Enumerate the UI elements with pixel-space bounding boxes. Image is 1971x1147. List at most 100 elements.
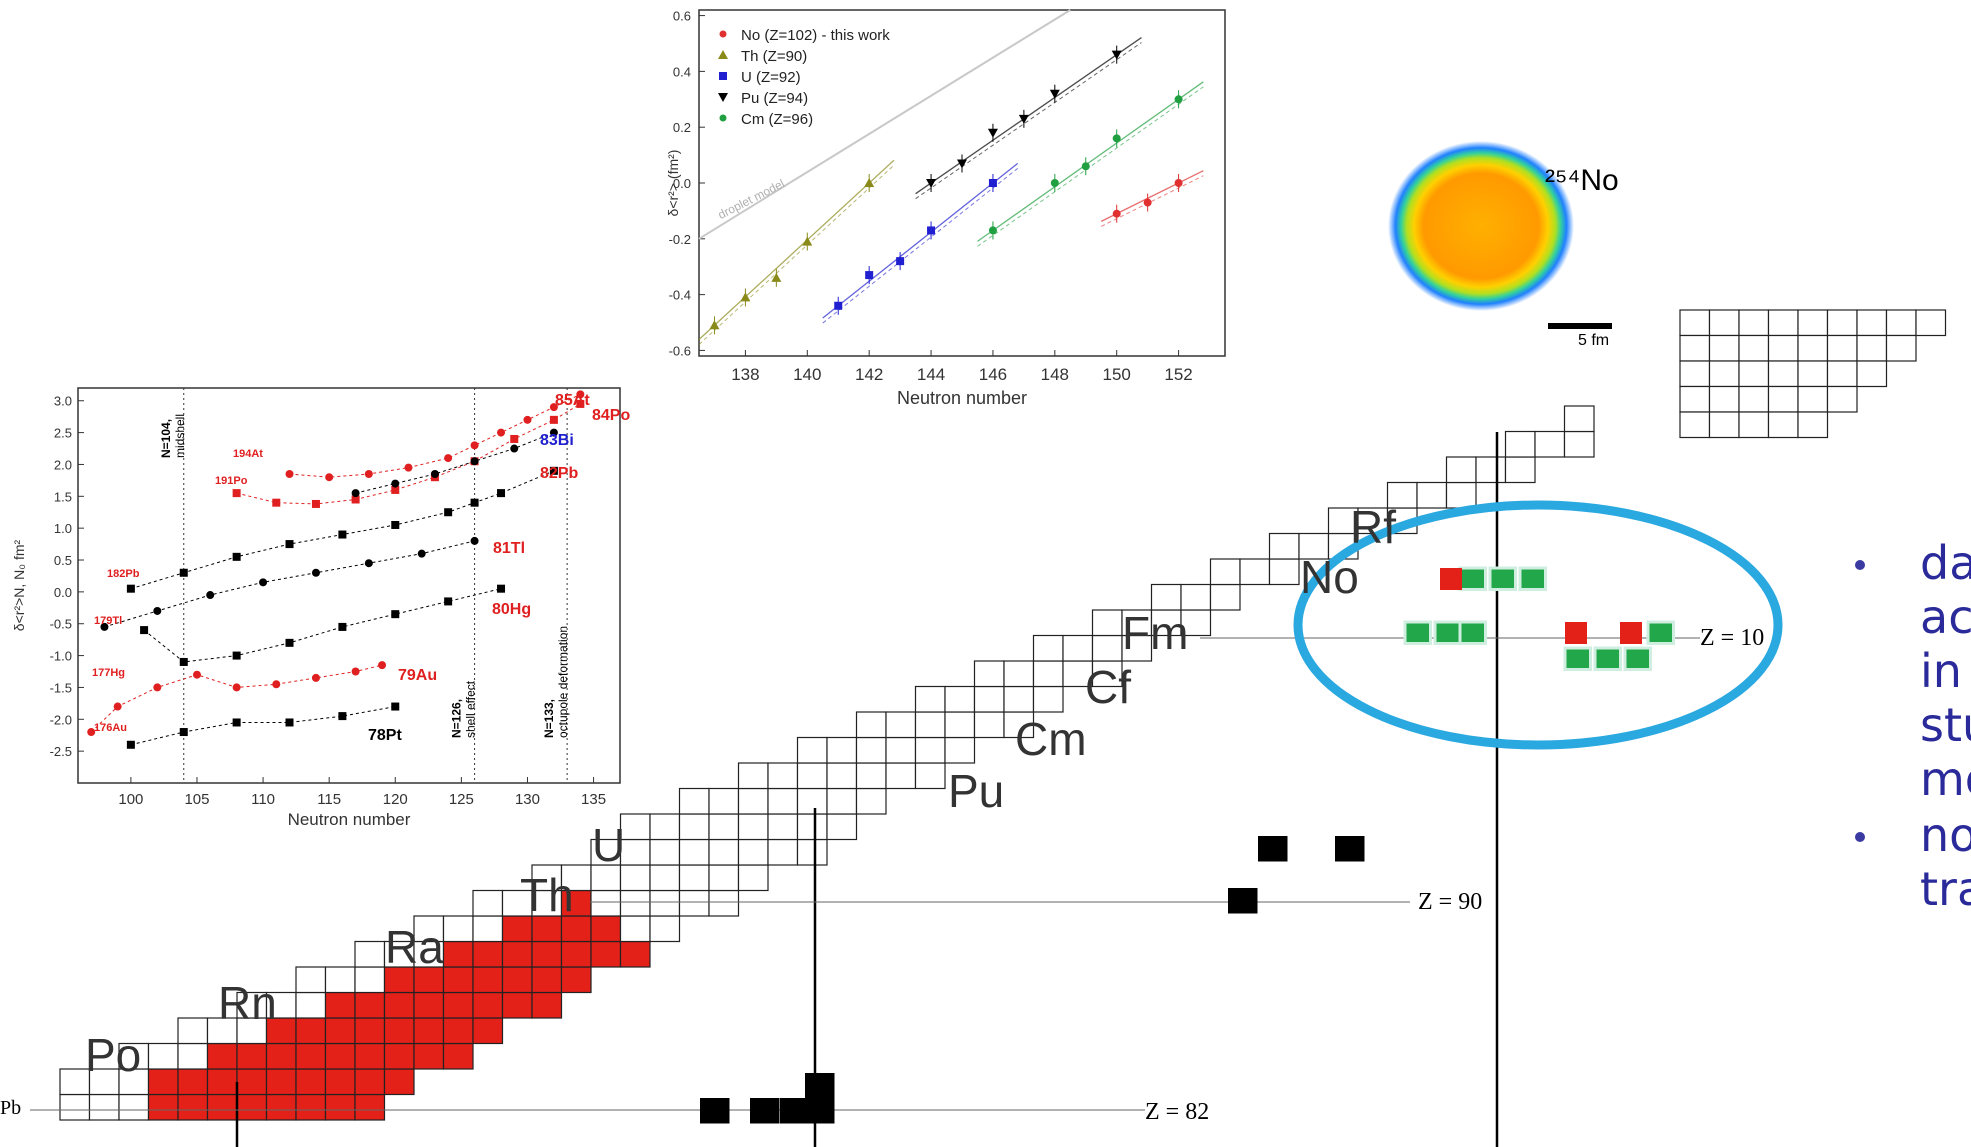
top-data-point [1018,114,1029,124]
highlight-cell [1403,620,1432,645]
left-data-point [549,403,558,412]
nuclide-cell [1209,583,1241,611]
nuclide-cell [678,838,710,866]
nuclide-cell [1679,385,1711,413]
nuclide-cell [796,838,828,866]
top-series-0 [1100,170,1204,227]
top-trend-line [977,81,1204,242]
left-data-point [417,549,426,558]
nuclide-cell [177,1068,209,1096]
nuclide-cell [531,966,563,994]
nuclide-cell [442,1042,474,1070]
black-cell [1228,888,1258,914]
left-data-point [87,728,96,737]
nuclide-cell [501,889,533,917]
nuclide-cell [1679,360,1711,388]
nuclide-cell [649,838,681,866]
nuclide-cell [383,1042,415,1070]
nuclide-cell [1856,334,1888,362]
element-label-rf: Rf [1350,501,1396,553]
nuclide-cell [1915,309,1947,337]
top-legend-marker [719,72,727,80]
nuclide-cell [796,787,828,815]
left-y-tick-label: 2.5 [54,426,72,441]
nuclide-cell [1708,411,1740,439]
black-cell [750,1098,780,1124]
nuclide-cell [826,813,858,841]
left-data-point [113,702,122,711]
left-data-point [351,489,360,498]
left-data-point [232,651,241,660]
left-data-point [206,591,215,600]
nuclide-cell [649,889,681,917]
nuclide-cell [147,1068,179,1096]
nuclide-cell [177,1017,209,1045]
inset-scale-label: 5 fm [1578,332,1610,349]
black-cell [1335,836,1365,862]
nuclide-cell [1679,309,1711,337]
nuclide-cell [531,991,563,1019]
nuclide-cell [1563,430,1595,458]
top-x-tick-label: 138 [731,365,759,384]
top-legend-label: Pu (Z=94) [741,90,808,107]
top-data-point [1143,198,1152,207]
nuclide-cell [1121,634,1153,662]
top-y-tick-label: -0.6 [669,343,691,358]
left-y-tick-label: 0.5 [54,553,72,568]
nuclide-cell [590,864,622,892]
left-data-point [338,712,347,721]
nuclide-cell [206,1017,238,1045]
nuclide-cell [855,736,887,764]
left-y-axis-label: δ<r²>N, N₀ fm² [11,539,27,631]
nuclide-cell [236,1068,268,1096]
left-x-tick-label: 105 [184,791,209,808]
element-label-cm: Cm [1015,713,1087,765]
nuclide-cell [1885,334,1917,362]
nuclide-cell [560,966,592,994]
nuclide-cell [737,813,769,841]
nuclide-cell [649,864,681,892]
nuclide-cell [1209,558,1241,586]
left-isotope-label: 78Pt [368,727,402,744]
left-y-tick-label: -1.0 [50,649,72,664]
nuclide-cell [295,1068,327,1096]
left-data-point [232,718,241,727]
left-data-point [497,428,506,437]
top-data-point [1112,134,1121,143]
z-label-82: Z = 82 [1145,1099,1210,1125]
left-y-tick-label: 2.0 [54,457,72,472]
nuclide-cell [855,711,887,739]
element-label-cf: Cf [1085,661,1131,713]
top-data-point [1111,50,1122,60]
top-legend-label: Th (Z=90) [741,48,807,65]
left-data-point [285,638,294,647]
nuclide-cell [826,736,858,764]
nuclide-cell [1679,411,1711,439]
left-data-point [470,457,479,466]
nuclide-cell [472,915,504,943]
left-data-point [497,489,506,498]
left-isotope-label: 81Tl [493,540,525,557]
nuclide-cell [324,1017,356,1045]
top-data-point [926,179,937,188]
nuclide-cell [1180,609,1212,637]
inset-label: ²⁵⁴No [1545,164,1619,197]
top-legend-label: No (Z=102) - this work [741,27,890,44]
nuclide-cell [265,1068,297,1096]
nuclide-cell [501,966,533,994]
left-series-line [355,432,555,494]
bullet-dot-1 [1855,560,1865,570]
nuclide-cell [472,940,504,968]
left-data-point [576,399,585,408]
element-label-th: Th [520,869,574,921]
left-data-point [351,495,360,504]
nuclide-cell [1150,583,1182,611]
nuclide-cell [678,813,710,841]
nuclide-cell [354,1042,386,1070]
highlight-cell [1646,620,1675,645]
nuclide-cell [1738,360,1770,388]
nuclide-cell [383,966,415,994]
left-data-point [470,536,479,545]
left-x-tick-label: 120 [383,791,408,808]
